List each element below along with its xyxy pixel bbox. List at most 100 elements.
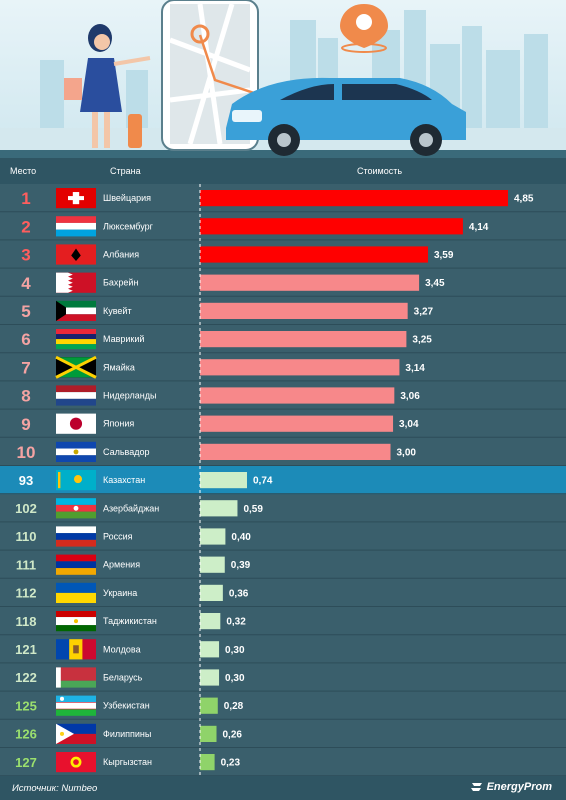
table-row: 126 Филиппины 0,26 bbox=[0, 723, 566, 748]
rank-label: 122 bbox=[15, 670, 37, 685]
country-label: Казахстан bbox=[103, 475, 145, 485]
rank-label: 3 bbox=[21, 246, 30, 265]
header-illustration bbox=[0, 0, 566, 158]
kazakhstan-flag bbox=[56, 470, 96, 491]
rank-label: 102 bbox=[15, 501, 37, 516]
brand-name: EnergyProm bbox=[486, 781, 552, 793]
country-label: Филиппины bbox=[103, 729, 151, 739]
table-row: 118 Таджикистан 0,32 bbox=[0, 611, 566, 636]
rank-label: 110 bbox=[16, 529, 37, 544]
rank-label: 121 bbox=[15, 642, 37, 657]
value-label: 0,74 bbox=[253, 476, 273, 487]
energyprom-logo-icon bbox=[470, 783, 482, 792]
bar bbox=[200, 387, 395, 404]
rank-label: 5 bbox=[21, 302, 30, 321]
value-label: 0,28 bbox=[224, 701, 244, 712]
value-label: 0,36 bbox=[229, 588, 249, 599]
rank-label: 112 bbox=[16, 586, 37, 601]
switzerland-flag bbox=[56, 188, 96, 209]
country-label: Люксембург bbox=[103, 221, 154, 231]
rank-label: 127 bbox=[15, 755, 37, 770]
table-row: 93 Казахстан 0,74 bbox=[0, 466, 566, 495]
bahrain-flag bbox=[56, 272, 96, 293]
value-label: 3,59 bbox=[434, 250, 454, 261]
value-label: 0,40 bbox=[231, 532, 251, 543]
country-label: Таджикистан bbox=[103, 616, 157, 626]
value-label: 0,26 bbox=[223, 729, 243, 740]
russia-flag bbox=[56, 526, 96, 547]
japan-flag bbox=[56, 413, 96, 434]
bar bbox=[200, 528, 226, 545]
country-label: Молдова bbox=[103, 644, 141, 654]
country-label: Ямайка bbox=[103, 362, 135, 372]
el-salvador-flag bbox=[56, 441, 96, 462]
country-label: Кыргызстан bbox=[103, 757, 152, 767]
value-label: 0,39 bbox=[231, 560, 251, 571]
table-row: 8 Нидерланды 3,06 bbox=[0, 385, 566, 410]
country-label: Азербайджан bbox=[103, 503, 159, 513]
country-label: Армения bbox=[103, 560, 140, 570]
bar bbox=[200, 697, 218, 714]
value-label: 0,30 bbox=[225, 645, 245, 656]
table-row: 111 Армения 0,39 bbox=[0, 554, 566, 579]
bar bbox=[200, 274, 420, 291]
footer: Источник: Numbeo EnergyProm bbox=[0, 776, 566, 800]
bar bbox=[200, 584, 223, 601]
armenia-flag bbox=[56, 554, 96, 575]
belarus-flag bbox=[56, 667, 96, 688]
value-label: 3,45 bbox=[425, 278, 445, 289]
table-row: 4 Бахрейн 3,45 bbox=[0, 272, 566, 297]
bar bbox=[200, 669, 220, 686]
table-row: 121 Молдова 0,30 bbox=[0, 639, 566, 664]
brand-logo: EnergyProm bbox=[470, 781, 552, 793]
bar bbox=[200, 246, 428, 263]
rank-label: 9 bbox=[21, 415, 30, 434]
country-label: Узбекистан bbox=[103, 701, 150, 711]
bar bbox=[200, 190, 508, 207]
bar bbox=[200, 725, 217, 742]
woman-figure bbox=[64, 24, 151, 148]
rank-label: 8 bbox=[21, 387, 30, 406]
uzbekistan-flag bbox=[56, 695, 96, 716]
bar-chart: 1 Швейцария 4,85 2 Люксембург 4,14 3 Албания 3,5… bbox=[0, 184, 566, 776]
bar bbox=[200, 500, 238, 517]
value-label: 0,32 bbox=[226, 617, 246, 628]
country-label: Сальвадор bbox=[103, 447, 150, 457]
bar bbox=[200, 472, 247, 489]
table-row: 127 Кыргызстан 0,23 bbox=[0, 752, 566, 776]
rank-label: 4 bbox=[21, 274, 31, 293]
bar bbox=[200, 754, 215, 771]
country-label: Нидерланды bbox=[103, 391, 156, 401]
table-row: 102 Азербайджан 0,59 bbox=[0, 498, 566, 523]
country-label: Россия bbox=[103, 532, 133, 542]
taxi-car bbox=[226, 77, 466, 156]
country-label: Швейцария bbox=[103, 193, 151, 203]
table-row: 122 Беларусь 0,30 bbox=[0, 667, 566, 692]
ukraine-flag bbox=[56, 582, 96, 603]
netherlands-flag bbox=[56, 385, 96, 406]
bar bbox=[200, 556, 225, 573]
value-label: 0,59 bbox=[243, 504, 263, 515]
table-header: Место Страна Стоимость bbox=[0, 158, 566, 184]
philippines-flag bbox=[56, 723, 96, 744]
country-label: Бахрейн bbox=[103, 278, 138, 288]
rank-label: 7 bbox=[21, 358, 30, 377]
rank-label: 10 bbox=[17, 443, 36, 462]
column-country-label: Страна bbox=[110, 166, 141, 176]
rank-label: 2 bbox=[21, 217, 30, 236]
table-row: 10 Сальвадор 3,00 bbox=[0, 441, 566, 466]
value-label: 4,14 bbox=[469, 222, 489, 233]
value-label: 3,04 bbox=[399, 419, 419, 430]
bar bbox=[200, 613, 221, 630]
luxembourg-flag bbox=[56, 216, 96, 237]
rank-label: 126 bbox=[15, 727, 37, 742]
column-rank-label: Место bbox=[10, 166, 37, 176]
ranking-chart: 1 Швейцария 4,85 2 Люксембург 4,14 3 Албания 3,5… bbox=[0, 184, 566, 776]
table-row: 2 Люксембург 4,14 bbox=[0, 216, 566, 241]
bar bbox=[200, 302, 408, 319]
table-row: 112 Украина 0,36 bbox=[0, 582, 566, 607]
table-row: 6 Маврикий 3,25 bbox=[0, 329, 566, 354]
bar bbox=[200, 359, 400, 376]
table-row: 7 Ямайка 3,14 bbox=[0, 355, 566, 382]
country-label: Беларусь bbox=[103, 673, 143, 683]
